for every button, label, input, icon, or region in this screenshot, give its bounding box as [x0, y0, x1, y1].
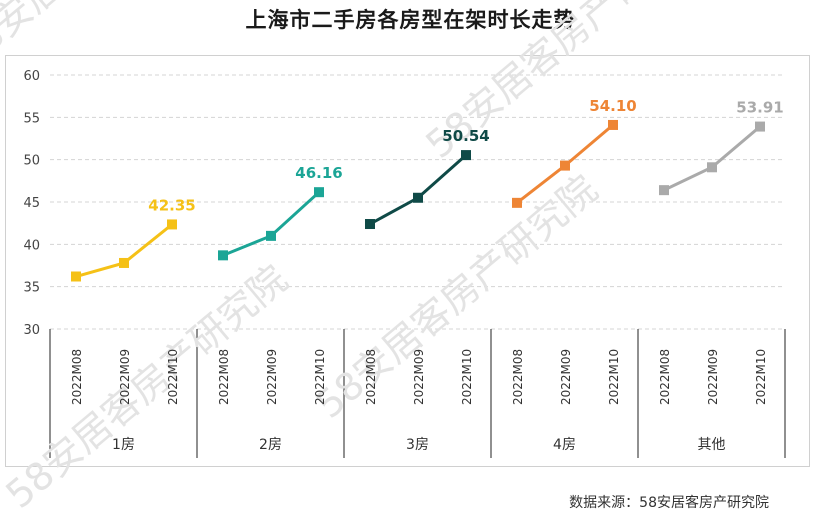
y-tick-label: 60 [23, 69, 40, 84]
data-label: 50.54 [442, 127, 489, 145]
data-label: 42.35 [148, 196, 195, 214]
watermark-4: 58安居客房产研究院 [0, 0, 246, 77]
x-tick-label: 2022M08 [70, 349, 84, 405]
data-point [413, 192, 423, 203]
data-point [608, 119, 618, 130]
data-point [512, 197, 522, 208]
y-tick-label: 50 [23, 154, 40, 169]
series-line-5 [663, 125, 761, 192]
x-tick-label: 2022M09 [559, 349, 573, 405]
data-point [461, 150, 471, 161]
x-tick-label: 2022M08 [364, 349, 378, 405]
data-point [560, 160, 570, 171]
x-tick-label: 2022M08 [658, 349, 672, 405]
x-tick-label: 2022M09 [118, 349, 132, 405]
x-tick-label: 2022M09 [706, 349, 720, 405]
group-label: 其他 [698, 437, 726, 453]
source-note: 数据来源：58安居客房产研究院 [569, 495, 769, 511]
data-point [314, 187, 324, 198]
y-tick-label: 45 [23, 196, 40, 211]
data-point [707, 162, 717, 173]
group-label: 1房 [112, 437, 135, 453]
y-tick-label: 30 [23, 323, 40, 338]
x-tick-label: 2022M09 [412, 349, 426, 405]
series-line-1 [75, 223, 173, 278]
data-label: 53.91 [736, 99, 783, 117]
y-tick-label: 35 [23, 281, 40, 296]
x-tick-label: 2022M09 [265, 349, 279, 405]
chart-title: 上海市二手房各房型在架时长走势 [245, 8, 576, 32]
plot-frame [5, 55, 810, 467]
y-tick-label: 55 [23, 111, 40, 126]
data-point [218, 250, 228, 261]
group-label: 3房 [406, 437, 429, 453]
data-point [266, 230, 276, 241]
x-tick-label: 2022M08 [217, 349, 231, 405]
data-point [365, 219, 375, 230]
data-point [659, 185, 669, 196]
group-label: 4房 [553, 437, 576, 453]
y-tick-label: 40 [23, 238, 40, 253]
x-tick-label: 2022M10 [313, 349, 327, 405]
x-tick-label: 2022M08 [511, 349, 525, 405]
x-tick-label: 2022M10 [460, 349, 474, 405]
x-tick-label: 2022M10 [607, 349, 621, 405]
data-label: 54.10 [589, 97, 636, 115]
data-point [119, 257, 129, 268]
group-label: 2房 [259, 437, 282, 453]
data-point [71, 271, 81, 282]
data-label: 46.16 [295, 164, 342, 182]
data-point [755, 121, 765, 132]
x-tick-label: 2022M10 [754, 349, 768, 405]
data-point [167, 219, 177, 230]
series-line-3 [369, 153, 467, 226]
x-tick-label: 2022M10 [166, 349, 180, 405]
watermark-3: 58安居客房产研究院 [0, 257, 296, 517]
